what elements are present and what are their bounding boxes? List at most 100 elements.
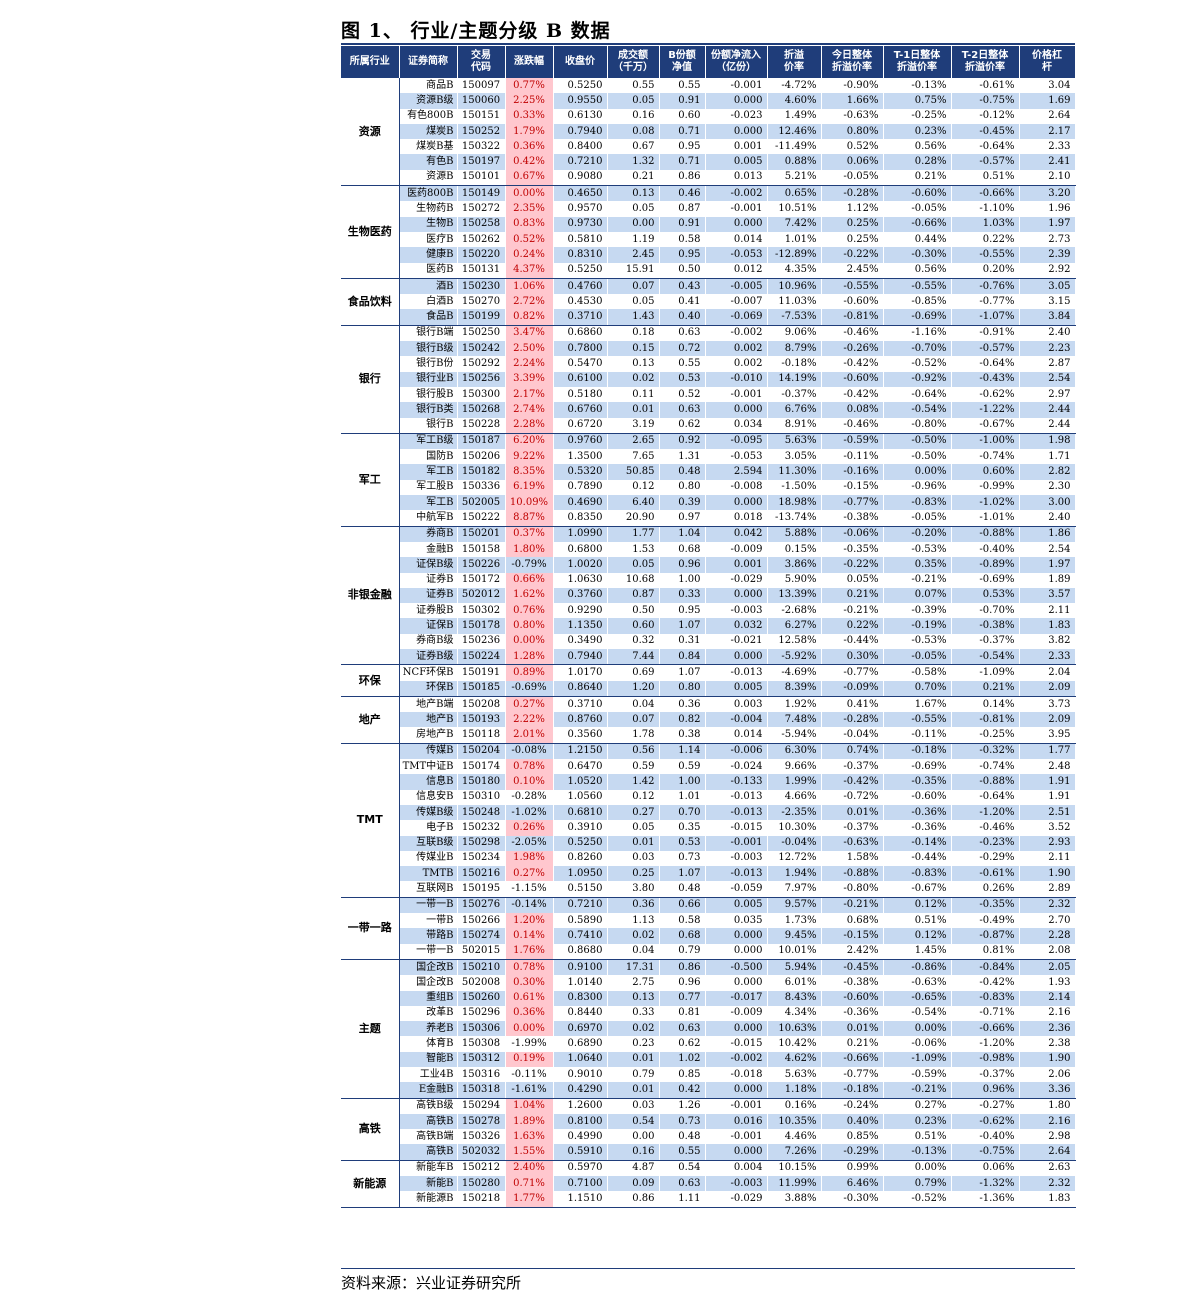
value-cell: 0.01% — [821, 804, 884, 821]
security-name-cell: 银行股B — [399, 386, 458, 403]
value-cell: -0.35% — [821, 541, 884, 558]
value-cell: -0.66% — [883, 216, 952, 232]
value-cell: 2.39 — [1019, 247, 1076, 263]
table-row: 银行业B 150256 3.39% 0.6100 0.02 0.53 -0.010 14.19… — [341, 371, 1076, 387]
value-cell: 0.60 — [607, 618, 660, 634]
value-cell: 0.8310 — [553, 247, 608, 263]
value-cell: 8.43% — [767, 990, 822, 1006]
security-name-cell: 证保B — [399, 618, 458, 634]
security-name-cell: 证券B — [399, 587, 458, 604]
change-cell: 0.78% — [505, 959, 554, 976]
code-cell: 502005 — [457, 495, 506, 511]
value-cell: 0.56 — [607, 743, 660, 760]
value-cell: 12.72% — [767, 850, 822, 867]
value-cell: 0.41 — [659, 294, 706, 310]
code-cell: 150274 — [457, 928, 506, 944]
security-name-cell: 煤炭B基 — [399, 139, 458, 155]
value-cell: 0.16 — [607, 108, 660, 124]
value-cell: 2.98 — [1019, 1129, 1076, 1145]
value-cell: 2.64 — [1019, 108, 1076, 124]
value-cell: -0.37% — [821, 759, 884, 775]
value-cell: 0.48 — [659, 881, 706, 898]
value-cell: 0.3910 — [553, 820, 608, 836]
value-cell: -0.42% — [821, 386, 884, 403]
value-cell: -0.12% — [951, 108, 1020, 124]
industry-cell: 高铁 — [341, 1098, 400, 1161]
value-cell: 0.79 — [659, 943, 706, 960]
code-cell: 150199 — [457, 309, 506, 326]
value-cell: 1.12% — [821, 201, 884, 217]
value-cell: -0.91% — [951, 325, 1020, 342]
value-cell: -0.49% — [951, 913, 1020, 929]
value-cell: 0.3710 — [553, 309, 608, 326]
code-cell: 150182 — [457, 464, 506, 480]
code-cell: 150208 — [457, 696, 506, 713]
value-cell: 0.26% — [951, 881, 1020, 898]
value-cell: -0.60% — [883, 789, 952, 805]
value-cell: 1.93 — [1019, 975, 1076, 991]
value-cell: 1.71 — [1019, 449, 1076, 465]
value-cell: 1.77 — [1019, 743, 1076, 760]
value-cell: 1.0020 — [553, 557, 608, 573]
value-cell: -0.42% — [821, 356, 884, 372]
value-cell: -0.62% — [951, 386, 1020, 403]
change-cell: -0.69% — [505, 680, 554, 697]
value-cell: 2.44 — [1019, 402, 1076, 418]
table-row: 军工B 150182 8.35% 0.5320 50.85 0.48 2.594 11.30%… — [341, 464, 1076, 480]
industry-cell: 银行 — [341, 325, 400, 434]
code-cell: 150224 — [457, 648, 506, 666]
value-cell: 1.69 — [1019, 93, 1076, 109]
table-row: 资源B 150101 0.67% 0.9080 0.21 0.86 0.013 5.21% -0… — [341, 169, 1076, 187]
value-cell: 2.64 — [1019, 1144, 1076, 1161]
value-cell: 0.3560 — [553, 727, 608, 744]
security-name-cell: 传媒业B — [399, 850, 458, 867]
value-cell: 0.63 — [659, 1021, 706, 1037]
value-cell: 2.28 — [1019, 928, 1076, 944]
change-cell: 0.26% — [505, 820, 554, 836]
change-cell: 0.83% — [505, 216, 554, 232]
value-cell: 2.10 — [1019, 169, 1076, 187]
change-cell: 2.74% — [505, 402, 554, 418]
value-cell: 0.4990 — [553, 1129, 608, 1145]
value-cell: 1.07 — [659, 618, 706, 634]
code-cell: 150149 — [457, 185, 506, 202]
change-cell: 2.28% — [505, 417, 554, 434]
industry-cell: 一带一路 — [341, 897, 400, 960]
value-cell: 0.5470 — [553, 356, 608, 372]
value-cell: -0.500 — [705, 959, 768, 976]
value-cell: 0.07 — [607, 278, 660, 295]
value-cell: -0.45% — [951, 123, 1020, 140]
value-cell: -0.06% — [883, 1036, 952, 1052]
table-row: 体育B 150308 -1.99% 0.6890 0.23 0.62 -0.015 10.42… — [341, 1036, 1076, 1052]
value-cell: 0.95 — [659, 603, 706, 619]
value-cell: 6.01% — [767, 975, 822, 991]
table-row: 银行B类 150268 2.74% 0.6760 0.01 0.63 0.000 6.76% 0… — [341, 402, 1076, 418]
security-name-cell: 生物药B — [399, 201, 458, 217]
change-cell: 0.27% — [505, 696, 554, 713]
value-cell: 1.04 — [659, 526, 706, 542]
value-cell: 2.73 — [1019, 231, 1076, 248]
value-cell: 10.35% — [767, 1113, 822, 1130]
security-name-cell: 养老B — [399, 1021, 458, 1037]
table-row: 新能源B 150218 1.77% 1.1510 0.86 1.11 -0.029 3.88%… — [341, 1191, 1076, 1208]
change-cell: -0.14% — [505, 897, 554, 914]
value-cell: -0.018 — [705, 1067, 768, 1083]
code-cell: 150212 — [457, 1160, 506, 1177]
value-cell: -0.095 — [705, 433, 768, 450]
security-name-cell: 证券B — [399, 572, 458, 588]
security-name-cell: 医疗B — [399, 231, 458, 248]
table-row: 环保 NCF环保B 150191 0.89% 1.0170 0.69 1.07 -0.013-… — [341, 664, 1076, 697]
table-body: 资源 商品B 150097 0.77% 0.5250 0.55 0.55 -0.001 -4.7… — [341, 78, 1076, 1208]
value-cell: 9.66% — [767, 759, 822, 775]
value-cell: -0.30% — [821, 1191, 884, 1208]
value-cell: 7.65 — [607, 449, 660, 465]
change-cell: 1.55% — [505, 1144, 554, 1161]
table-row: 互联网B 150195 -1.15% 0.5150 3.80 0.48 -0.059 7.97… — [341, 881, 1076, 898]
value-cell: 7.42% — [767, 216, 822, 232]
value-cell: -0.024 — [705, 759, 768, 775]
value-cell: 0.02 — [607, 928, 660, 944]
value-cell: 0.07 — [607, 712, 660, 728]
value-cell: -0.20% — [883, 526, 952, 542]
table-row: 非银金融 券商B 150201 0.37% 1.0990 1.77 1.04 0.042 5.8… — [341, 526, 1076, 666]
table-row: 信息B 150180 0.10% 1.0520 1.42 1.00 -0.133 1.99% -… — [341, 774, 1076, 790]
